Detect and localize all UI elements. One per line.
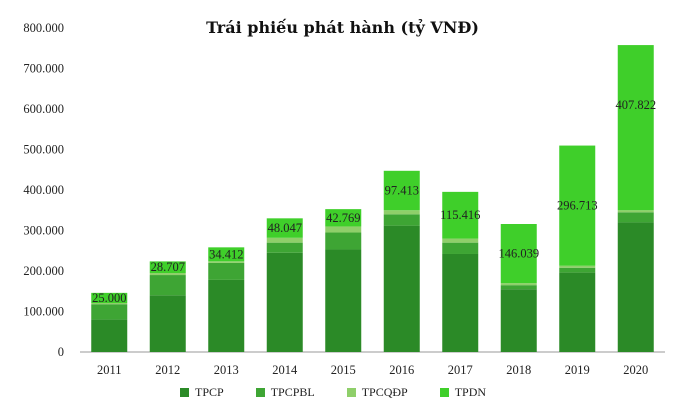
bar-segment — [383, 170, 420, 211]
x-tick-label: 2013 — [214, 363, 239, 377]
bar-segment — [266, 242, 303, 253]
chart-title: Trái phiếu phát hành (tỷ VNĐ) — [206, 18, 479, 37]
legend-item: TPDN — [439, 385, 487, 400]
y-tick-label: 600.000 — [23, 102, 64, 116]
bar-segment — [325, 249, 362, 352]
legend-item: TPCQĐP — [346, 385, 408, 400]
data-label: 97.413 — [385, 184, 419, 198]
bar-segment — [91, 304, 128, 320]
y-tick-label: 700.000 — [23, 62, 64, 76]
data-label: 296.713 — [557, 199, 598, 213]
bar-segment — [383, 214, 420, 226]
bar-segment — [208, 247, 245, 262]
x-tick-label: 2011 — [97, 363, 122, 377]
data-label: 42.769 — [326, 211, 360, 225]
x-tick-label: 2020 — [623, 363, 648, 377]
legend-swatch — [180, 388, 189, 397]
bar-segment — [266, 237, 303, 243]
bar-segment — [325, 209, 362, 227]
data-label: 407.822 — [615, 98, 656, 112]
bar-segment — [383, 225, 420, 352]
bar-segment — [266, 218, 303, 238]
bar-segment — [208, 261, 245, 263]
bar-segment — [91, 319, 128, 352]
legend-item: TPCP — [180, 385, 224, 400]
bar-segment — [325, 226, 362, 233]
bar-segment — [500, 283, 537, 286]
bar-segment — [559, 265, 596, 268]
bar-segment — [500, 289, 537, 352]
x-tick-label: 2015 — [331, 363, 356, 377]
y-tick-label: 100.000 — [23, 305, 64, 319]
legend-label: TPCP — [195, 385, 224, 399]
data-label: 34.412 — [209, 247, 243, 261]
bar-segment — [208, 262, 245, 280]
bar-segment — [149, 275, 186, 296]
bar-segment — [91, 292, 128, 303]
y-tick-label: 800.000 — [23, 21, 64, 35]
legend-swatch — [346, 388, 356, 397]
legend-swatch — [255, 388, 265, 397]
y-tick-label: 200.000 — [23, 264, 64, 278]
bar-segment — [500, 285, 537, 290]
legend-label: TPCPBL — [270, 385, 315, 399]
chart-legend: TPCP TPCPBL TPCQĐP TPDN — [180, 385, 486, 400]
bar-segment — [617, 222, 654, 352]
bar-segment — [149, 261, 186, 274]
x-tick-label: 2016 — [389, 363, 414, 377]
bar-segment — [559, 267, 596, 273]
bar-segment — [442, 242, 479, 254]
data-label: 28.707 — [151, 260, 185, 274]
x-tick-label: 2019 — [565, 363, 590, 377]
bar-segment — [266, 252, 303, 352]
x-tick-label: 2018 — [506, 363, 531, 377]
legend-item: TPCPBL — [255, 385, 315, 400]
bar-segment — [208, 279, 245, 352]
bar-segment — [617, 45, 654, 211]
legend-swatch — [439, 388, 449, 397]
bar-segment — [617, 210, 654, 213]
bar-segment — [325, 232, 362, 250]
data-label: 48.047 — [268, 221, 302, 235]
y-tick-label: 300.000 — [23, 224, 64, 238]
data-label: 115.416 — [440, 208, 480, 222]
bar-segment — [442, 238, 479, 243]
bar-segment — [442, 191, 479, 239]
y-tick-label: 0 — [58, 345, 64, 359]
bar-segment — [617, 212, 654, 223]
bar-segment — [149, 295, 186, 352]
bar-segment — [442, 253, 479, 352]
legend-label: TPCQĐP — [361, 385, 408, 399]
bar-segment — [500, 224, 537, 284]
bar-segment — [559, 145, 596, 266]
bar-segment — [149, 273, 186, 276]
y-tick-label: 400.000 — [23, 183, 64, 197]
data-label: 146.039 — [498, 247, 539, 261]
legend-label: TPDN — [454, 385, 487, 399]
bar-segment — [91, 302, 128, 305]
data-label: 25.000 — [92, 291, 126, 305]
x-tick-label: 2014 — [272, 363, 298, 377]
bar-segment — [383, 210, 420, 215]
bar-segment — [559, 272, 596, 352]
x-tick-label: 2017 — [448, 363, 473, 377]
x-tick-label: 2012 — [155, 363, 180, 377]
y-tick-label: 500.000 — [23, 143, 64, 157]
